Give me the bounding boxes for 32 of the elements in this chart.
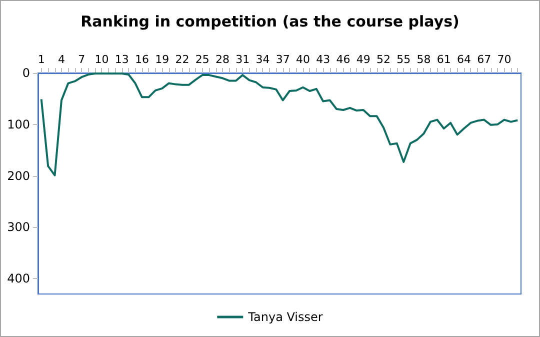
x-tick-label: 34 (256, 53, 270, 66)
y-tick-label: 100 (7, 117, 30, 132)
x-tick-label: 4 (58, 53, 65, 66)
line-series (40, 72, 519, 176)
x-tick-label: 52 (376, 53, 390, 66)
x-tick-label: 25 (195, 53, 210, 66)
x-tick-label: 13 (114, 53, 129, 66)
x-tick-label: 58 (416, 53, 431, 66)
x-tick-label: 70 (497, 53, 512, 66)
x-tick-label: 49 (356, 53, 370, 66)
y-tick-label: 300 (7, 220, 30, 234)
x-tick-label: 37 (276, 53, 290, 66)
chart-title: Ranking in competition (as the course plays) (80, 12, 460, 30)
x-tick-label: 43 (316, 53, 330, 66)
y-tick-label: 0 (22, 66, 30, 80)
x-tick-label: 64 (456, 53, 471, 66)
x-tick-label: 10 (94, 53, 109, 66)
x-tick-label: 28 (215, 53, 230, 66)
legend-label: Tanya Visser (247, 310, 323, 324)
x-tick-label: 1 (38, 53, 45, 66)
x-tick-label: 31 (236, 53, 250, 66)
x-tick-label: 7 (78, 53, 86, 66)
y-tick-label: 400 (7, 272, 30, 286)
x-tick-label: 55 (396, 53, 411, 66)
y-tick-label: 200 (7, 168, 30, 183)
x-tick-label: 67 (477, 53, 492, 66)
x-tick-label: 40 (296, 53, 310, 66)
x-tick-label: 22 (175, 53, 190, 66)
x-tick-label: 19 (155, 53, 170, 66)
x-tick-label: 16 (134, 53, 149, 66)
x-tick-label: 61 (436, 53, 451, 66)
x-tick-label: 46 (336, 53, 350, 66)
